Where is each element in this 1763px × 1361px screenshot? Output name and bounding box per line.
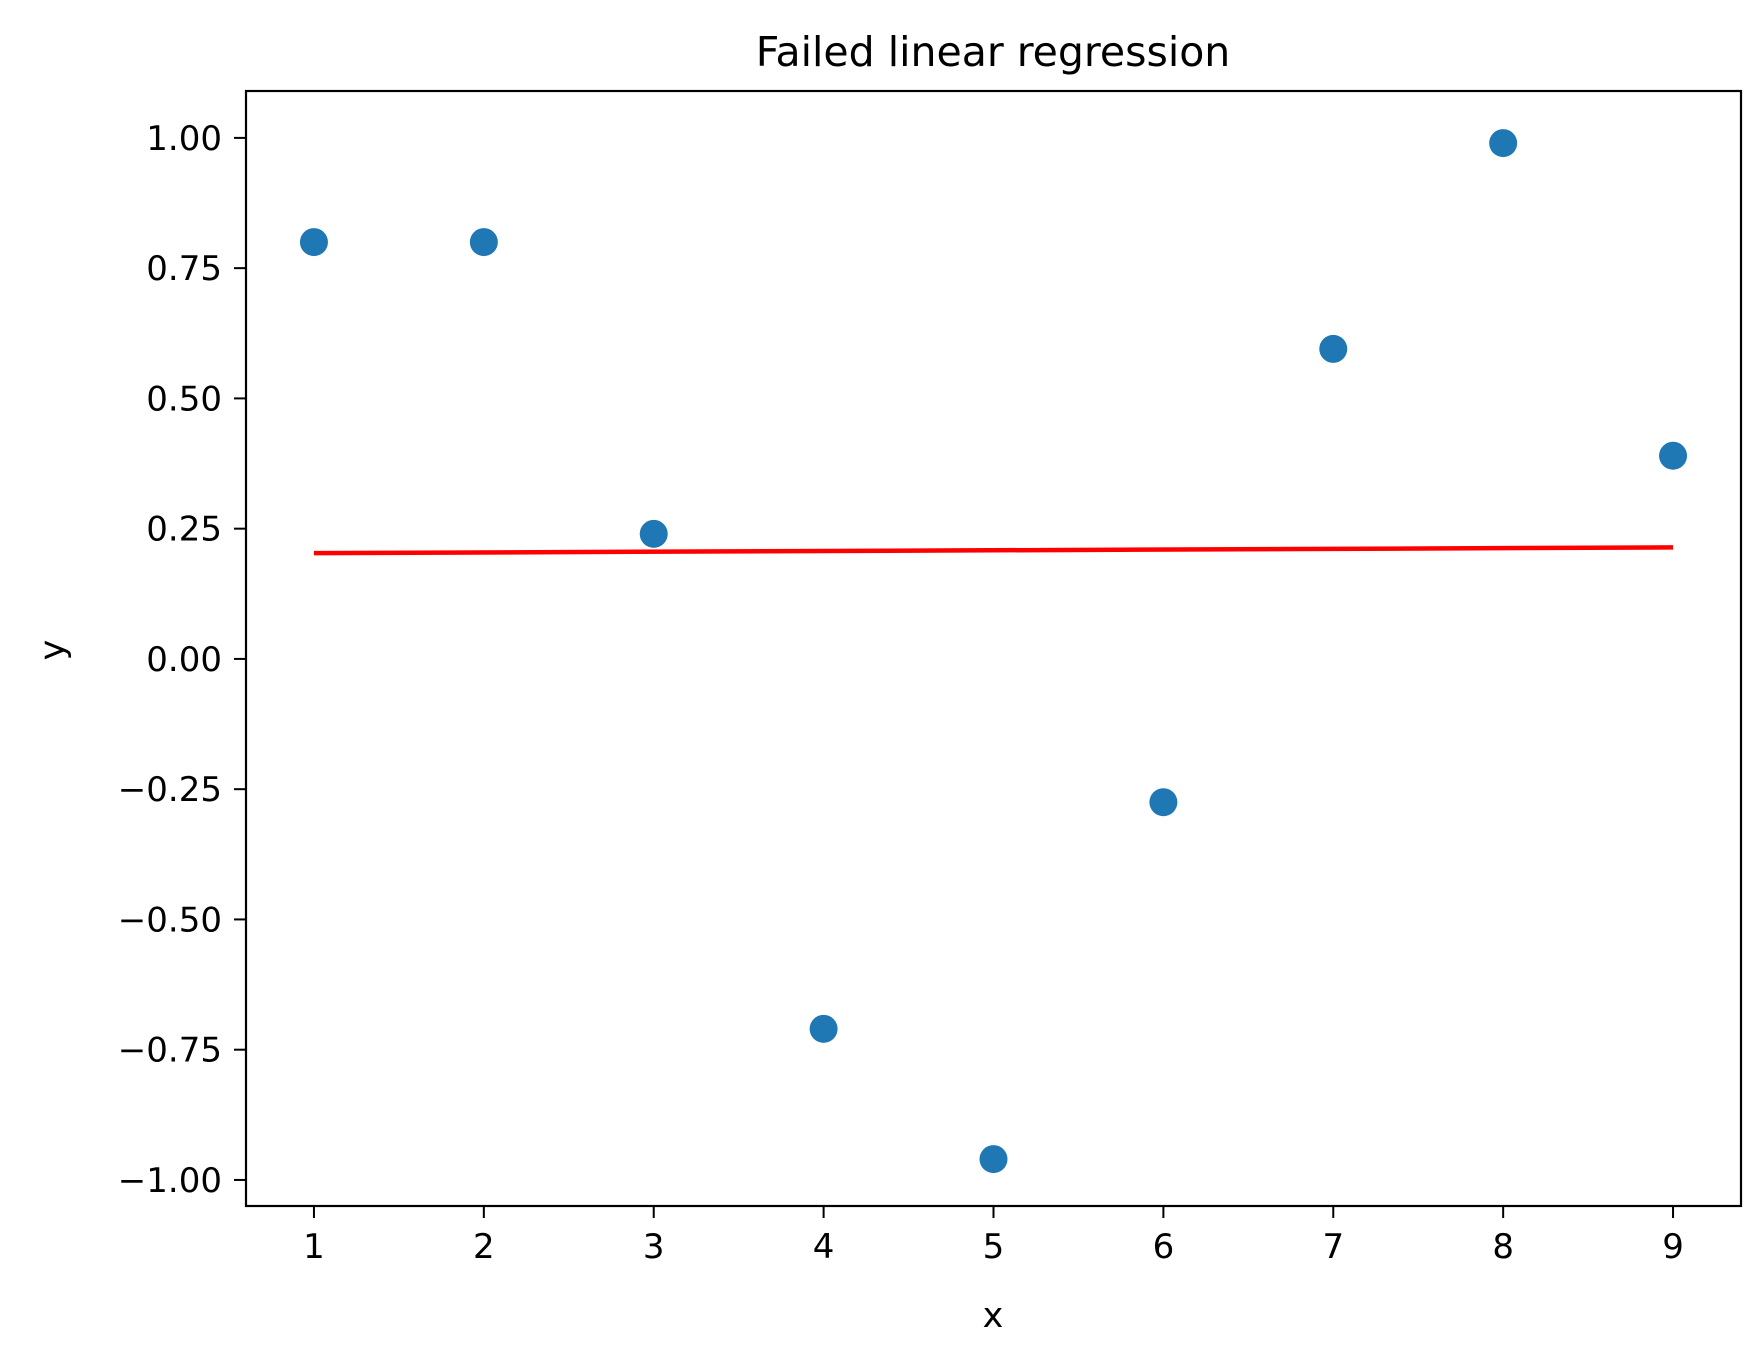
plot-area (299, 129, 1688, 1174)
scatter-point (809, 1014, 838, 1043)
scatter-point (1489, 129, 1518, 158)
x-tick-label: 2 (473, 1227, 495, 1267)
x-tick-label: 8 (1492, 1227, 1514, 1267)
y-tick-label: 1.00 (146, 119, 222, 159)
scatter-point (1319, 334, 1348, 363)
y-axis-label: y (33, 640, 73, 661)
scatter-point (469, 228, 498, 257)
scatter-point (639, 519, 668, 548)
x-tick-label: 5 (983, 1227, 1005, 1267)
y-tick-label: −1.00 (118, 1161, 222, 1201)
y-tick-label: 0.25 (146, 510, 222, 550)
x-tick-label: 3 (643, 1227, 665, 1267)
regression-line (313, 545, 1674, 556)
x-tick-label: 7 (1322, 1227, 1344, 1267)
x-axis-label: x (983, 1296, 1004, 1336)
y-tick-label: 0.00 (146, 640, 222, 680)
scatter-point (1149, 788, 1178, 817)
y-tick-label: 0.75 (146, 249, 222, 289)
x-tick-label: 4 (813, 1227, 835, 1267)
x-tick-label: 9 (1662, 1227, 1684, 1267)
x-tick-label: 6 (1153, 1227, 1175, 1267)
x-tick-label: 1 (303, 1227, 325, 1267)
scatter-point (299, 228, 328, 257)
scatter-point (1659, 441, 1688, 470)
y-tick-label: 0.50 (146, 379, 222, 419)
y-tick-label: −0.75 (118, 1031, 222, 1071)
y-tick-label: −0.25 (118, 770, 222, 810)
axes: 1 2 3 4 5 6 7 8 9 1.00 0.75 0.50 0.25 0.00 −0.25 −0.50 −… (118, 89, 1743, 1267)
scatter-point (979, 1145, 1008, 1174)
chart-title: Failed linear regression (756, 28, 1231, 76)
y-tick-label: −0.50 (118, 900, 222, 940)
